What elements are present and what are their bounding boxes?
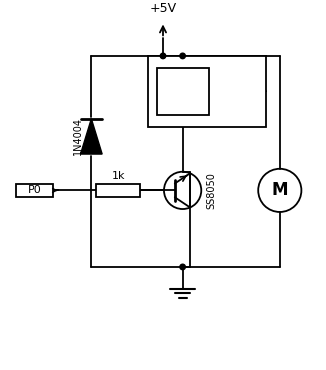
Bar	[148, 56, 266, 127]
Polygon shape	[81, 119, 102, 154]
Text: M: M	[272, 181, 288, 199]
Circle shape	[160, 53, 166, 59]
Bar	[16, 184, 53, 197]
Bar	[96, 184, 141, 197]
Text: +5V: +5V	[149, 2, 177, 15]
Text: P0: P0	[27, 185, 41, 195]
Text: SS8050: SS8050	[206, 172, 216, 209]
Circle shape	[180, 53, 185, 59]
Text: 1k: 1k	[111, 171, 125, 181]
Bar	[157, 68, 209, 115]
Circle shape	[180, 264, 185, 270]
Text: 1N4004: 1N4004	[73, 117, 82, 155]
